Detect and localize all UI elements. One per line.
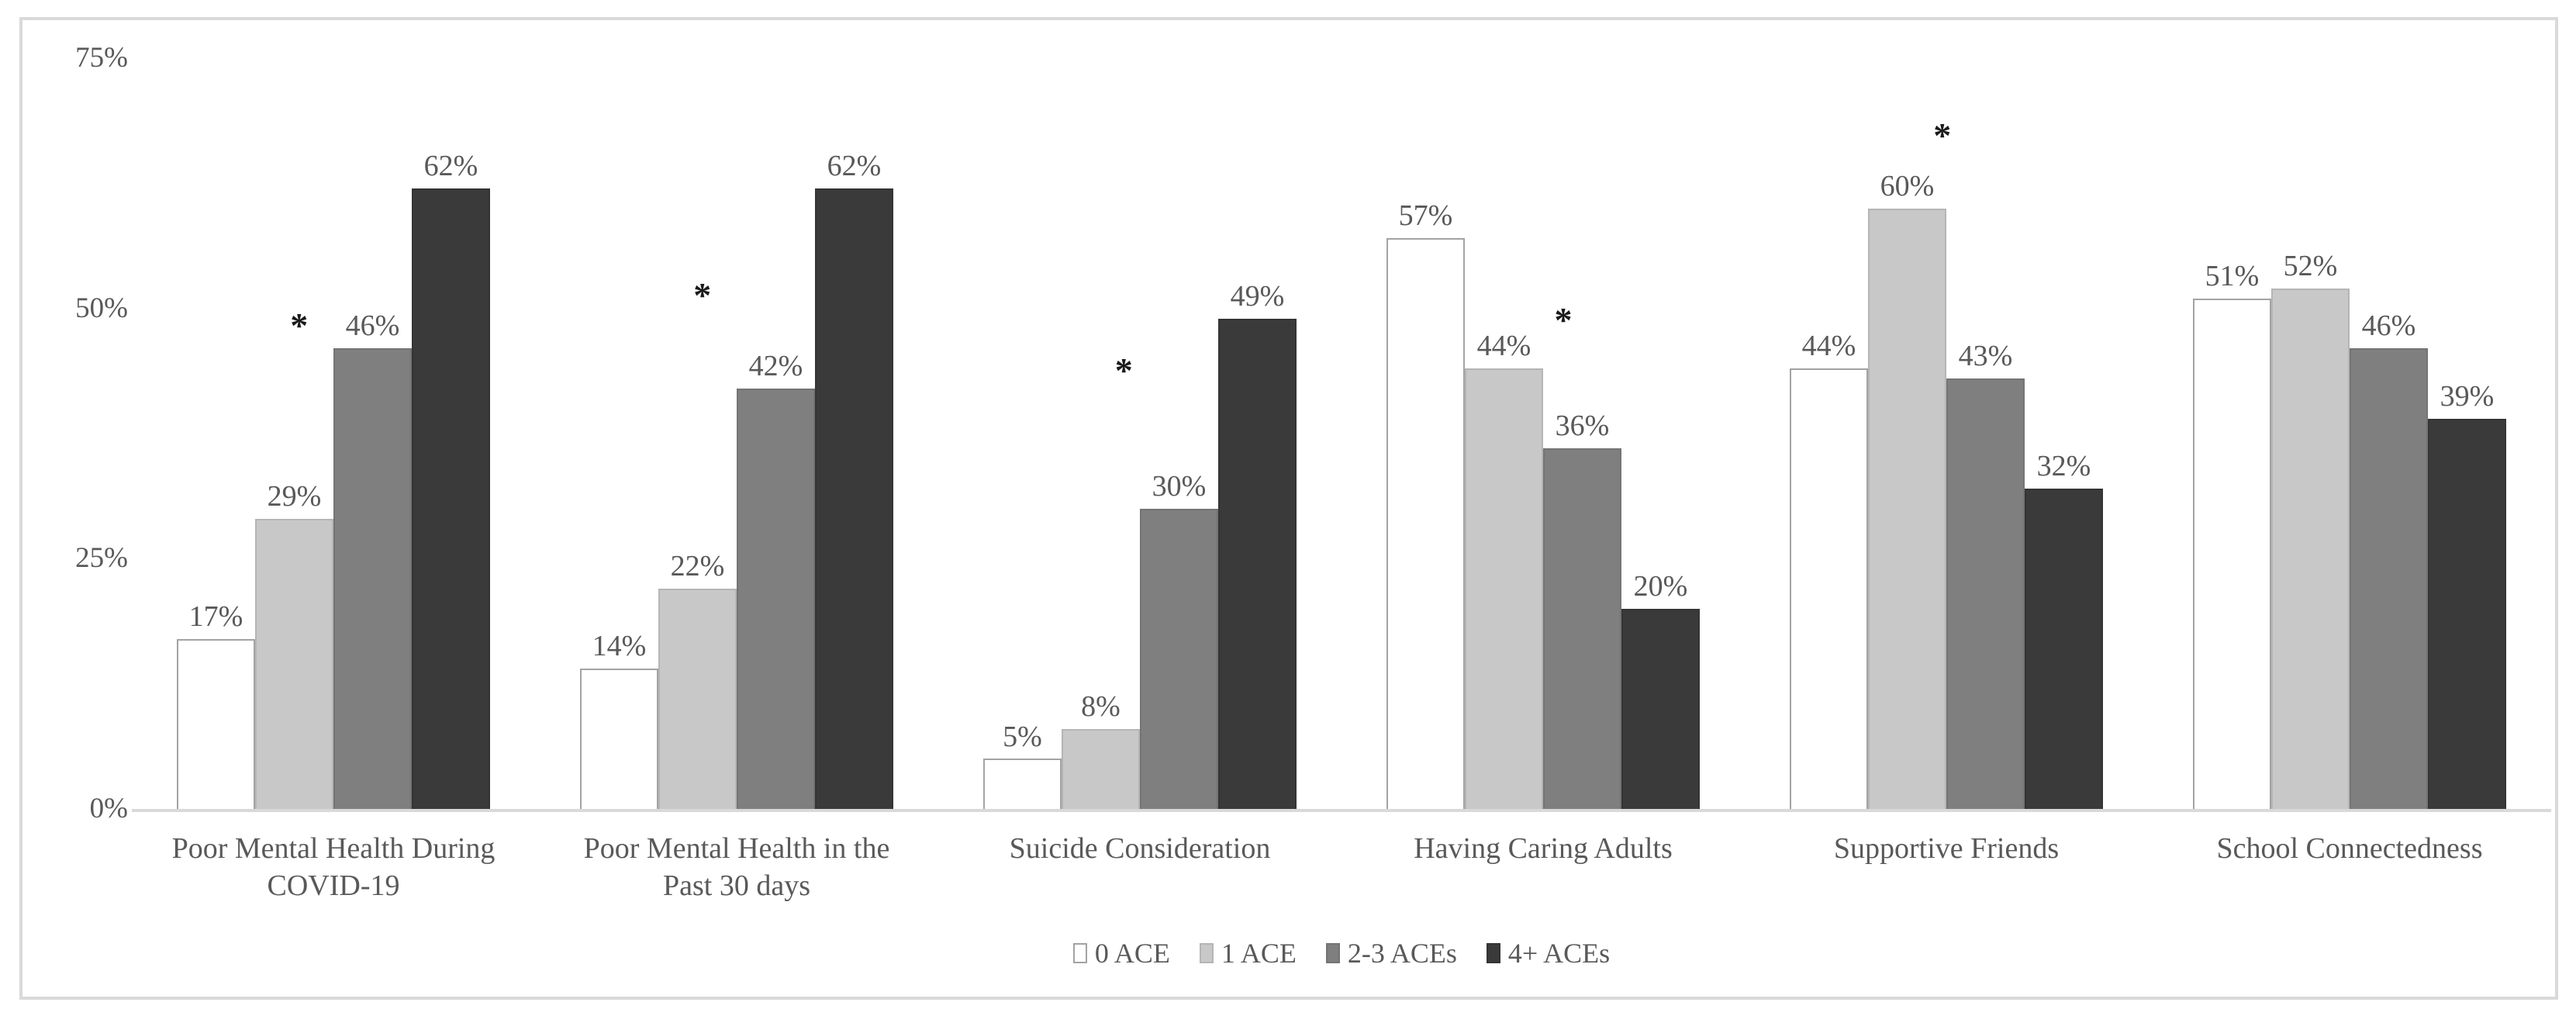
bar-value-label: 49% bbox=[1230, 279, 1285, 313]
legend-label: 4+ ACEs bbox=[1507, 938, 1611, 969]
x-axis-labels: Poor Mental Health During COVID-19 Poor Me… bbox=[132, 830, 2551, 923]
legend-item: 4+ ACEs bbox=[1486, 937, 1611, 969]
bar-value-label: 52% bbox=[2283, 249, 2338, 282]
bar-value-label: 42% bbox=[748, 350, 803, 383]
bar-value-label: 39% bbox=[2440, 379, 2495, 413]
bar: 22% bbox=[658, 551, 737, 809]
category-label-line: COVID-19 bbox=[267, 869, 400, 902]
bar: 43% bbox=[1946, 340, 2025, 809]
bar-value-label: 44% bbox=[1476, 330, 1531, 363]
bar: 29% bbox=[255, 481, 333, 809]
bar: 62% bbox=[815, 150, 893, 809]
bar: 57% bbox=[1386, 201, 1465, 809]
legend-item: 0 ACE bbox=[1072, 937, 1170, 969]
bar-value-label: 46% bbox=[345, 309, 400, 343]
bar-value-label: 30% bbox=[1152, 469, 1207, 503]
legend-swatch bbox=[1486, 943, 1500, 963]
bar-value-label: 36% bbox=[1555, 410, 1610, 443]
legend-swatch bbox=[1325, 943, 1340, 963]
bar: 52% bbox=[2271, 251, 2350, 809]
bar-value-label: 22% bbox=[670, 550, 725, 583]
bar-value-label: 17% bbox=[188, 600, 243, 633]
significance-asterisk: * bbox=[1933, 115, 1952, 155]
category-label-line: Suicide Consideration bbox=[1009, 832, 1271, 865]
category-label: Having Caring Adults bbox=[1342, 830, 1745, 867]
bar: 44% bbox=[1465, 330, 1543, 809]
bar-group: 14% 22% 42% 62% * bbox=[535, 58, 938, 809]
bar: 60% bbox=[1868, 171, 1946, 809]
bar: 49% bbox=[1218, 281, 1297, 809]
legend-swatch bbox=[1199, 943, 1214, 963]
bar-value-label: 43% bbox=[1958, 340, 2013, 373]
bar: 42% bbox=[737, 351, 815, 809]
bar-value-label: 14% bbox=[592, 630, 647, 663]
bar-value-label: 8% bbox=[1081, 689, 1121, 723]
plot-area: 17% 29% 46% 62% * 14% 22% 42% 62% * 5% 8% 30% 49% * 57%… bbox=[132, 58, 2551, 812]
bar: 32% bbox=[2025, 451, 2103, 809]
bar: 46% bbox=[333, 311, 412, 809]
bar: 36% bbox=[1543, 411, 1621, 809]
significance-asterisk: * bbox=[1114, 350, 1133, 390]
significance-asterisk: * bbox=[693, 275, 712, 316]
bar-value-label: 20% bbox=[1633, 569, 1688, 603]
legend-label: 1 ACE bbox=[1221, 938, 1297, 969]
bar: 17% bbox=[177, 601, 255, 809]
bar: 46% bbox=[2350, 311, 2428, 809]
bar: 62% bbox=[412, 150, 490, 809]
bar: 5% bbox=[983, 721, 1062, 809]
bar-value-label: 29% bbox=[267, 479, 322, 513]
bar-value-label: 32% bbox=[2036, 450, 2091, 483]
bar-value-label: 44% bbox=[1801, 330, 1856, 363]
bar: 14% bbox=[580, 631, 658, 809]
legend-label: 2-3 ACEs bbox=[1347, 938, 1457, 969]
legend-swatch bbox=[1072, 943, 1087, 963]
bar-value-label: 60% bbox=[1880, 169, 1935, 202]
legend-item: 2-3 ACEs bbox=[1325, 937, 1457, 969]
category-label-line: School Connectedness bbox=[2216, 832, 2483, 865]
bar: 39% bbox=[2428, 381, 2506, 809]
chart-figure: 0% 25% 50% 75% 17% 29% 46% 62% * 14% 22% 42% 62% * 5%… bbox=[19, 17, 2558, 1000]
category-label-line: Supportive Friends bbox=[1833, 832, 2060, 865]
bar: 20% bbox=[1621, 571, 1700, 809]
legend: 0 ACE 1 ACE 2-3 ACEs 4+ ACEs bbox=[132, 937, 2551, 969]
bar-value-label: 46% bbox=[2361, 309, 2416, 343]
bar-group: 51% 52% 46% 39% bbox=[2148, 58, 2551, 809]
category-label-line: Poor Mental Health in the bbox=[583, 832, 890, 865]
bar: 44% bbox=[1790, 330, 1868, 809]
y-tick-label: 50% bbox=[75, 292, 128, 324]
category-label: Suicide Consideration bbox=[938, 830, 1342, 867]
legend-label: 0 ACE bbox=[1094, 938, 1170, 969]
y-tick-label: 0% bbox=[89, 793, 128, 824]
bar-value-label: 51% bbox=[2205, 259, 2260, 292]
bar: 51% bbox=[2193, 261, 2271, 809]
y-tick-label: 75% bbox=[75, 42, 128, 74]
bar: 8% bbox=[1062, 691, 1140, 809]
category-label: Poor Mental Health in the Past 30 days bbox=[535, 830, 938, 904]
bar: 30% bbox=[1140, 471, 1218, 809]
bar-value-label: 5% bbox=[1003, 720, 1042, 753]
significance-asterisk: * bbox=[1554, 300, 1573, 340]
bar-group: 57% 44% 36% 20% * bbox=[1342, 58, 1745, 809]
bar-group: 5% 8% 30% 49% * bbox=[938, 58, 1342, 809]
category-label-line: Poor Mental Health During bbox=[171, 832, 496, 865]
category-label: Supportive Friends bbox=[1745, 830, 2148, 867]
bar-value-label: 62% bbox=[827, 149, 882, 182]
significance-asterisk: * bbox=[290, 305, 309, 345]
bar-group: 44% 60% 43% 32% * bbox=[1745, 58, 2148, 809]
category-label: School Connectedness bbox=[2148, 830, 2551, 867]
bar-value-label: 57% bbox=[1398, 199, 1453, 233]
bar-group: 17% 29% 46% 62% * bbox=[132, 58, 535, 809]
category-label-line: Having Caring Adults bbox=[1414, 832, 1673, 865]
y-tick-label: 25% bbox=[75, 542, 128, 575]
legend-item: 1 ACE bbox=[1199, 937, 1297, 969]
y-axis: 0% 25% 50% 75% bbox=[22, 20, 128, 873]
category-label: Poor Mental Health During COVID-19 bbox=[132, 830, 535, 904]
bar-value-label: 62% bbox=[423, 149, 478, 182]
category-label-line: Past 30 days bbox=[663, 869, 810, 902]
